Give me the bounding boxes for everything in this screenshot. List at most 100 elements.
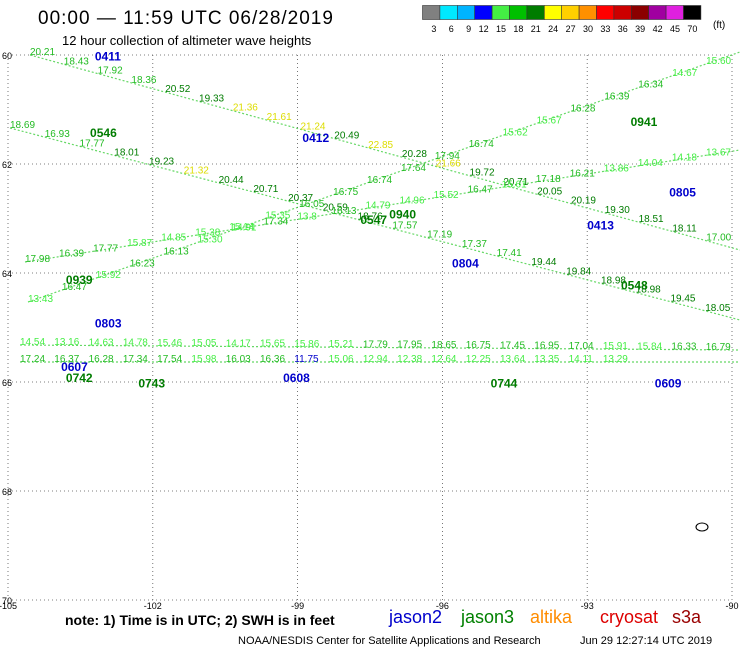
swh-label: 17.77 bbox=[80, 138, 105, 149]
colorbar-tick: 24 bbox=[548, 24, 558, 34]
pass-time-label: 0547 bbox=[360, 213, 387, 227]
colorbar-tick: 6 bbox=[449, 24, 454, 34]
swh-label: 14.63 bbox=[89, 337, 114, 348]
pass-time-label: 0609 bbox=[655, 376, 682, 390]
pass-time-label: 0548 bbox=[621, 278, 648, 292]
wave-height-map: 60 62 64 66 68 70-105 -102 -99 -96 -93 -90 20.21 18.… bbox=[0, 47, 740, 610]
swh-label: 15.67 bbox=[537, 115, 562, 126]
swh-label: 17.64 bbox=[401, 163, 426, 174]
pass-time-label: 0743 bbox=[138, 376, 165, 390]
swh-label: 15.92 bbox=[96, 270, 121, 281]
swh-label: 16.13 bbox=[331, 206, 356, 217]
swh-label: 15.60 bbox=[706, 56, 731, 67]
swh-label: 20.28 bbox=[402, 149, 427, 160]
swh-label: 13.8 bbox=[297, 211, 317, 222]
swh-label: 18.98 bbox=[601, 275, 626, 286]
altimeter-track bbox=[29, 54, 740, 251]
swh-colorbar: 3 6 9 12 15 18 21 24 27 30 33 36 39 42 45 70 bbox=[422, 5, 702, 34]
colorbar-tick: 36 bbox=[618, 24, 628, 34]
swh-label: 18.01 bbox=[114, 147, 139, 158]
colorbar-tick: 21 bbox=[531, 24, 541, 34]
swh-label: 17.54 bbox=[157, 354, 182, 365]
swh-label: 14.91 bbox=[231, 223, 256, 234]
pass-time-label: 0805 bbox=[669, 186, 696, 200]
swh-label: 16.36 bbox=[260, 354, 285, 365]
legend-note: note: 1) Time is in UTC; 2) SWH is in fe… bbox=[65, 612, 335, 628]
lon-label: -99 bbox=[291, 601, 304, 610]
swh-label: 18.76 bbox=[358, 211, 383, 222]
colorbar-unit: (ft) bbox=[713, 20, 726, 31]
swh-label: 18.98 bbox=[636, 285, 661, 296]
swh-label: 15.87 bbox=[127, 238, 152, 249]
swh-label: 16.75 bbox=[466, 340, 491, 351]
colorbar-tick: 42 bbox=[653, 24, 663, 34]
swh-label: 17.94 bbox=[435, 151, 460, 162]
swh-label: 15.52 bbox=[434, 190, 459, 201]
swh-label: 16.39 bbox=[59, 249, 84, 260]
colorbar-tick: 3 bbox=[431, 24, 436, 34]
swh-label: 14.79 bbox=[365, 201, 390, 212]
swh-label: 13.29 bbox=[603, 354, 628, 365]
swh-label: 17.98 bbox=[25, 254, 50, 265]
swh-label: 21.24 bbox=[300, 121, 325, 132]
swh-label: 17.24 bbox=[20, 354, 45, 365]
swh-label: 13.16 bbox=[54, 337, 79, 348]
colorbar-tick: 9 bbox=[466, 24, 471, 34]
swh-label: 16.37 bbox=[54, 354, 79, 365]
swh-label: 14.67 bbox=[672, 68, 697, 79]
swh-label: 11.75 bbox=[294, 354, 319, 365]
colorbar-tick: 27 bbox=[566, 24, 576, 34]
swh-label: 21.32 bbox=[184, 166, 209, 177]
swh-label: 18.05 bbox=[705, 303, 730, 314]
swh-label: 16.33 bbox=[671, 342, 696, 353]
colorbar-tick: 30 bbox=[583, 24, 593, 34]
swh-label: 15.91 bbox=[603, 341, 628, 352]
swh-label: 14.54 bbox=[20, 337, 45, 348]
swh-label: 17.41 bbox=[497, 248, 522, 259]
swh-label: 13.43 bbox=[28, 294, 53, 305]
swh-label: 16.23 bbox=[130, 258, 155, 269]
altimeter-track bbox=[19, 344, 740, 351]
swh-label: 20.71 bbox=[253, 184, 278, 195]
swh-label: 15.65 bbox=[260, 339, 285, 350]
pass-time-label: 0803 bbox=[95, 317, 122, 331]
altimeter-track bbox=[27, 51, 740, 303]
swh-label: 20.37 bbox=[288, 193, 313, 204]
lat-label: 66 bbox=[2, 378, 12, 388]
swh-label: 12.64 bbox=[431, 354, 456, 365]
swh-label: 16.21 bbox=[570, 169, 595, 180]
swh-label: 19.84 bbox=[566, 266, 591, 277]
swh-label: 15.06 bbox=[329, 354, 354, 365]
legend-jason2: jason2 bbox=[389, 607, 443, 627]
swh-label: 14.78 bbox=[123, 338, 148, 349]
pass-time-label: 0546 bbox=[90, 126, 117, 140]
swh-label: 16.74 bbox=[367, 175, 392, 186]
swh-label: 20.59 bbox=[323, 202, 348, 213]
legend-s3a: s3a bbox=[672, 607, 702, 627]
swh-label: 15.84 bbox=[637, 341, 662, 352]
lat-label: 60 bbox=[2, 51, 12, 61]
swh-label: 12.38 bbox=[397, 354, 422, 365]
pass-time-label: 0940 bbox=[389, 208, 416, 222]
swh-label: 16.03 bbox=[226, 354, 251, 365]
swh-label: 15.38 bbox=[195, 227, 220, 238]
swh-label: 21.61 bbox=[267, 112, 292, 123]
page-subtitle: 12 hour collection of altimeter wave hei… bbox=[62, 33, 312, 48]
swh-label: 17.04 bbox=[569, 341, 594, 352]
swh-label: 20.52 bbox=[165, 84, 190, 95]
swh-label: 16.47 bbox=[62, 282, 87, 293]
swh-label: 14.17 bbox=[226, 338, 251, 349]
colorbar-tick: 70 bbox=[687, 24, 697, 34]
swh-label: 19.33 bbox=[199, 93, 224, 104]
colorbar-tick: 33 bbox=[600, 24, 610, 34]
lon-label: -90 bbox=[725, 601, 738, 610]
island-outline bbox=[695, 522, 709, 532]
swh-label: 16.95 bbox=[534, 341, 559, 352]
swh-label: 16.75 bbox=[333, 187, 358, 198]
generated-timestamp: Jun 29 12:27:14 UTC 2019 bbox=[580, 635, 713, 647]
swh-label: 17.57 bbox=[392, 221, 417, 232]
lat-label: 68 bbox=[2, 487, 12, 497]
swh-label: 17.34 bbox=[263, 217, 288, 228]
swh-label: 18.51 bbox=[639, 214, 664, 225]
swh-label: 19.44 bbox=[531, 257, 556, 268]
